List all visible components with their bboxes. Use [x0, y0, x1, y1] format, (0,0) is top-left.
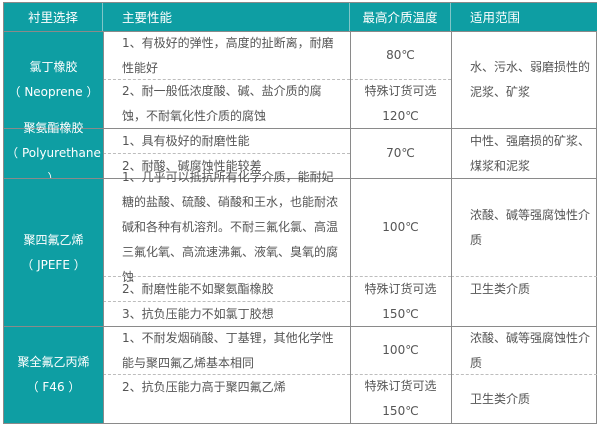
scope-item: 浓酸、碱等强腐蚀性介质 [451, 178, 597, 276]
temp-value: 100℃ [350, 178, 451, 276]
scope-item: 浓酸、碱等强腐蚀性介质 [451, 326, 597, 374]
temp-note: 特殊订货可选 [364, 281, 437, 296]
material-name: 聚四氟乙烯 [23, 232, 84, 247]
temp-value: 120℃ [382, 109, 419, 123]
lining-table: 衬里选择 主要性能 最高介质温度 适用范围 氯丁橡胶 （ Neoprene ） … [3, 2, 597, 424]
material-code: （ F46 ） [26, 380, 81, 394]
scope-item: 水、污水、弱磨损性的泥浆、矿浆 [451, 31, 597, 128]
property-item: 1、具有极好的耐磨性能 [103, 128, 350, 153]
column-divider [103, 31, 104, 423]
material-cell-neoprene: 氯丁橡胶 （ Neoprene ） [4, 31, 103, 128]
property-item: 2、耐一般低浓度酸、碱、盐介质的腐蚀，不耐氧化性介质的腐蚀 [103, 79, 350, 128]
header-properties: 主要性能 [103, 3, 350, 31]
temp-note: 特殊订货可选 [364, 84, 437, 98]
scope-item: 中性、强磨损的矿浆、煤浆和泥浆 [451, 128, 597, 178]
property-item: 2、耐磨性能不如聚氨酯橡胶 [103, 276, 350, 301]
temp-cell: 特殊订货可选 150℃ [350, 374, 451, 423]
material-cell-ptfe: 聚四氟乙烯 （ JPEFE ） [4, 178, 103, 326]
temp-note: 特殊订货可选 [364, 379, 437, 393]
property-item: 1、不耐发烟硝酸、丁基锂，其他化学性能与聚四氟乙烯基本相同 [103, 326, 350, 374]
column-divider [451, 31, 452, 423]
header-lining: 衬里选择 [4, 3, 103, 31]
property-item: 2、抗负压能力高于聚四氟乙烯 [103, 374, 350, 423]
property-item: 2、耐酸、碱腐蚀性能较差 [103, 153, 350, 178]
temp-value: 80℃ [350, 31, 451, 79]
header-scope: 适用范围 [451, 3, 597, 31]
material-code: （ JPEFE ） [21, 257, 86, 272]
temp-value: 150℃ [382, 404, 419, 418]
material-name: 聚氨酯橡胶 [23, 121, 84, 135]
column-divider [350, 31, 351, 423]
scope-item: 卫生类介质 [451, 276, 597, 326]
material-cell-f46: 聚全氟乙丙烯 （ F46 ） [4, 326, 103, 423]
material-name: 聚全氟乙丙烯 [17, 355, 90, 369]
material-code: （ Neoprene ） [8, 85, 99, 99]
property-item: 1、有极好的弹性，高度的扯断离，耐磨性能好 [103, 31, 350, 79]
temp-value: 150℃ [382, 306, 419, 321]
material-name: 氯丁橡胶 [29, 60, 78, 74]
temp-value: 70℃ [350, 128, 451, 178]
header-max-temp: 最高介质温度 [350, 3, 451, 31]
temp-cell: 特殊订货可选 150℃ [350, 276, 451, 326]
property-item: 3、抗负压能力不如氯丁胶想 [103, 301, 350, 326]
material-cell-polyurethane: 聚氨酯橡胶 （ Polyurethane ） [4, 121, 103, 185]
scope-item: 卫生类介质 [451, 374, 597, 423]
temp-value: 100℃ [350, 326, 451, 374]
property-item: 1、几乎可以抵抗所有化学介质，能耐妃糖的盐酸、硫酸、硝酸和王水，也能耐浓碱和各种… [103, 170, 350, 284]
temp-cell: 特殊订货可选 120℃ [350, 79, 451, 128]
